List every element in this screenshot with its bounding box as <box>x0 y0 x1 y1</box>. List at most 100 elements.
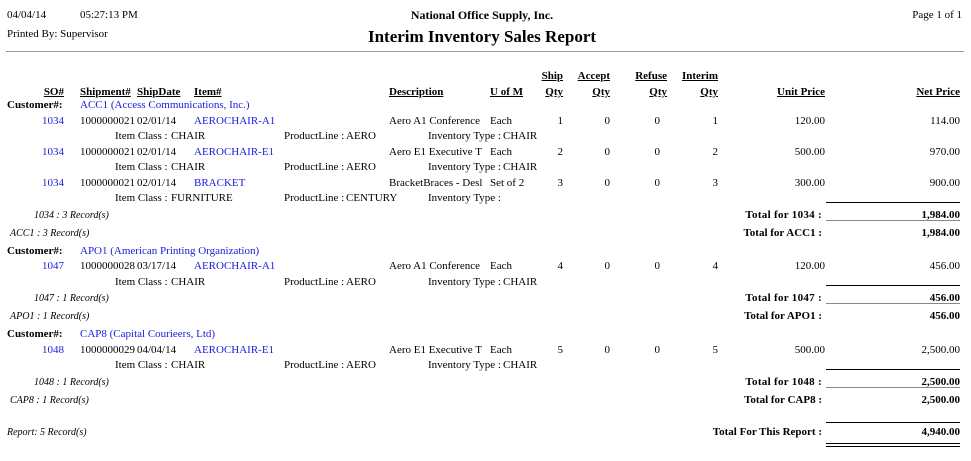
item-link[interactable]: AEROCHAIR-A1 <box>194 114 276 127</box>
order-record-count: 1047 : 1 Record(s) <box>34 293 109 304</box>
refuse-qty: 0 <box>654 114 661 127</box>
order-total-label: Total for 1047 : <box>745 292 822 304</box>
customer-record-count: CAP8 : 1 Record(s) <box>10 394 89 406</box>
product-line-label: ProductLine : <box>284 192 345 204</box>
customer-total: 2,500.00 <box>921 393 961 406</box>
col-ship-qty-1: Ship <box>541 70 563 82</box>
accept-qty: 0 <box>604 176 611 189</box>
refuse-qty: 0 <box>654 145 661 158</box>
net-price: 2,500.00 <box>921 343 961 356</box>
shipment-number: 1000000028 <box>80 260 135 272</box>
accept-qty: 0 <box>604 114 611 127</box>
order-total-label: Total for 1048 : <box>745 375 822 388</box>
ship-date: 02/01/14 <box>137 176 177 189</box>
customer-label: Customer#: <box>7 328 63 340</box>
customer-total-line <box>826 303 960 304</box>
col-ship-date: ShipDate <box>137 86 181 98</box>
ship-qty: 2 <box>557 145 564 158</box>
refuse-qty: 0 <box>654 343 661 356</box>
description: Aero E1 Executive T <box>389 145 482 158</box>
ship-qty: 1 <box>557 114 564 127</box>
page-number: Page 1 of 1 <box>912 9 962 21</box>
customer-label: Customer#: <box>7 244 63 257</box>
shipment-number: 1000000021 <box>80 114 135 127</box>
col-accept-qty-1: Accept <box>577 70 610 82</box>
customer-total-label: Total for CAP8 : <box>744 393 822 406</box>
so-link[interactable]: 1047 <box>42 260 64 272</box>
unit-price: 500.00 <box>794 343 825 356</box>
customer-total: 456.00 <box>929 310 960 322</box>
item-class: CHAIR <box>171 275 206 288</box>
customer-total-line <box>826 219 960 221</box>
customer-link[interactable]: APO1 (American Printing Organization) <box>80 244 260 257</box>
subtotal-line <box>826 368 960 370</box>
ship-qty: 3 <box>557 176 564 189</box>
so-link[interactable]: 1034 <box>42 145 64 158</box>
col-interim-qty-2: Qty <box>700 86 718 98</box>
so-link[interactable]: 1034 <box>42 176 64 189</box>
customer-link[interactable]: CAP8 (Capital Courieers, Ltd) <box>80 328 216 340</box>
item-class: FURNITURE <box>171 192 233 204</box>
report-total: 4,940.00 <box>921 426 961 438</box>
accept-qty: 0 <box>604 343 611 356</box>
item-class: CHAIR <box>171 130 206 142</box>
customer-total-line <box>826 386 960 388</box>
product-line: AERO <box>346 161 376 173</box>
so-link[interactable]: 1034 <box>42 114 64 127</box>
inventory-type-label: Inventory Type : <box>428 275 501 288</box>
col-ship-qty-2: Qty <box>545 86 563 98</box>
item-link[interactable]: BRACKET <box>194 176 246 189</box>
product-line-label: ProductLine : <box>284 161 345 173</box>
ship-qty: 5 <box>557 343 564 356</box>
customer-record-count: APO1 : 1 Record(s) <box>10 311 90 322</box>
inventory-type-label: Inventory Type : <box>428 130 501 142</box>
refuse-qty: 0 <box>654 260 661 272</box>
customer-record-count: ACC1 : 3 Record(s) <box>10 227 90 239</box>
inventory-type-label: Inventory Type : <box>428 161 501 173</box>
uofm: Each <box>490 114 512 127</box>
uofm: Set of 2 <box>490 176 525 189</box>
item-class-label: Item Class : <box>115 161 168 173</box>
ship-date: 02/01/14 <box>137 145 177 158</box>
customer-link[interactable]: ACC1 (Access Communications, Inc.) <box>80 99 250 111</box>
interim-qty: 3 <box>712 176 719 189</box>
shipment-number: 1000000021 <box>80 176 135 189</box>
print-time: 05:27:13 PM <box>80 9 138 21</box>
report-title: Interim Inventory Sales Report <box>367 27 597 46</box>
report-double-line-1 <box>826 443 960 444</box>
net-price: 114.00 <box>930 114 960 127</box>
net-price: 970.00 <box>929 145 960 158</box>
item-class-label: Item Class : <box>115 130 168 142</box>
item-class: CHAIR <box>171 359 206 371</box>
inventory-type: CHAIR <box>503 130 538 142</box>
col-refuse-qty-1: Refuse <box>635 70 667 82</box>
inventory-type-label: Inventory Type : <box>428 359 501 371</box>
subtotal-line <box>826 201 960 203</box>
description: BracketBraces - Desl <box>389 176 483 189</box>
report-total-label: Total For This Report : <box>712 426 822 438</box>
unit-price: 120.00 <box>794 114 825 127</box>
print-date: 04/04/14 <box>7 9 47 21</box>
item-link[interactable]: AEROCHAIR-E1 <box>194 343 275 356</box>
uofm: Each <box>490 145 512 158</box>
col-uofm: U of M <box>490 86 523 98</box>
report-double-line-2 <box>826 446 960 447</box>
col-unit-price: Unit Price <box>777 86 825 98</box>
customer-total-label: Total for APO1 : <box>744 310 822 322</box>
inventory-type: CHAIR <box>503 275 538 288</box>
item-class: CHAIR <box>171 161 206 173</box>
shipment-number: 1000000029 <box>80 343 135 356</box>
col-refuse-qty-2: Qty <box>649 86 667 98</box>
item-link[interactable]: AEROCHAIR-A1 <box>194 260 276 272</box>
interim-qty: 4 <box>712 260 719 272</box>
product-line: AERO <box>346 130 376 142</box>
item-link[interactable]: AEROCHAIR-E1 <box>194 145 275 158</box>
uofm: Each <box>490 260 512 272</box>
order-total: 2,500.00 <box>921 375 961 388</box>
report-record-count: Report: 5 Record(s) <box>7 427 87 438</box>
product-line-label: ProductLine : <box>284 275 345 288</box>
product-line-label: ProductLine : <box>284 359 345 371</box>
so-link[interactable]: 1048 <box>42 343 64 356</box>
order-total: 456.00 <box>929 292 960 304</box>
product-line-label: ProductLine : <box>284 130 345 142</box>
